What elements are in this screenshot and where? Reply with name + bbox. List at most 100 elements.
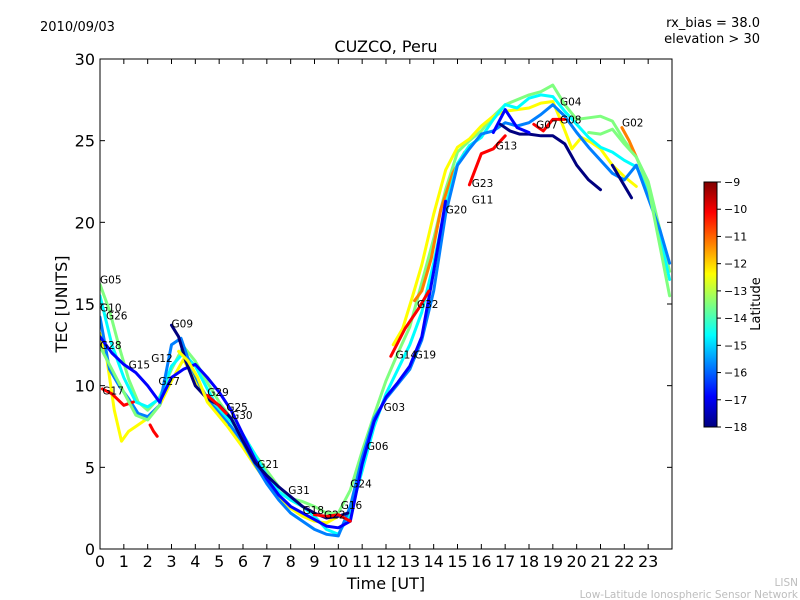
chart-title: CUZCO, Peru xyxy=(334,37,437,56)
x-tick-label: 12 xyxy=(376,552,396,571)
tec-trace-6 xyxy=(100,199,448,530)
y-tick-label: 0 xyxy=(85,540,95,559)
x-tick-label: 21 xyxy=(590,552,610,571)
y-tick-label: 25 xyxy=(75,132,95,151)
colorbar-tick-label: −13 xyxy=(724,285,747,298)
colorbar-tick-label: −12 xyxy=(724,258,747,271)
x-tick-label: 8 xyxy=(286,552,296,571)
tec-trace-12 xyxy=(389,289,431,358)
satellite-label: G22 xyxy=(324,510,346,522)
tec-trace-13 xyxy=(467,134,507,187)
satellite-label: G25 xyxy=(226,402,248,414)
satellite-label: G16 xyxy=(341,500,363,512)
colorbar: −9 −10 −11 −12 −13 −14 −15 −16 −17 −18 Latitude xyxy=(703,176,764,434)
y-tick-label: 15 xyxy=(75,295,95,314)
tec-trace-19 xyxy=(100,345,162,422)
x-tick-label: 11 xyxy=(352,552,372,571)
axis-ticks: 0 1 2 3 4 5 6 7 8 9 10 11 12 13 14 15 16 17 18 19 20 21 22 2305… xyxy=(75,50,672,571)
satellite-label: G12 xyxy=(151,353,173,365)
colorbar-tick-label: −14 xyxy=(724,312,747,325)
x-tick-label: 22 xyxy=(614,552,634,571)
satellite-label: G27 xyxy=(158,376,180,388)
satellite-label: G30 xyxy=(231,410,253,422)
satellite-label: G23 xyxy=(472,178,494,190)
satellite-label: G32 xyxy=(417,299,439,311)
tec-trace-2 xyxy=(391,100,638,347)
colorbar-tick-label: −17 xyxy=(724,394,747,407)
satellite-label: G02 xyxy=(622,118,644,130)
satellite-label: G20 xyxy=(446,204,468,216)
tec-trace-18 xyxy=(587,127,672,298)
colorbar-tick-label: −10 xyxy=(724,203,747,216)
satellite-label: G21 xyxy=(257,459,279,471)
x-axis-label: Time [UT] xyxy=(346,574,425,593)
x-tick-label: 2 xyxy=(143,552,153,571)
satellite-label: G07 xyxy=(536,119,558,131)
tec-trace-10 xyxy=(148,423,159,438)
colorbar-tick-label: −11 xyxy=(724,230,747,243)
satellite-label: G17 xyxy=(102,386,124,398)
satellite-label: G13 xyxy=(496,141,517,153)
plot-frame xyxy=(99,58,673,550)
elevation-label: elevation > 30 xyxy=(664,32,760,47)
x-tick-label: 4 xyxy=(190,552,200,571)
y-tick-label: 20 xyxy=(75,213,95,232)
colorbar-tick-label: −15 xyxy=(724,339,747,352)
satellite-label: G11 xyxy=(472,194,494,206)
satellite-label: G18 xyxy=(303,505,325,517)
x-tick-label: 7 xyxy=(262,552,272,571)
satellite-label: G31 xyxy=(288,485,310,497)
tec-trace-16 xyxy=(205,394,228,415)
satellite-label: G15 xyxy=(129,359,151,371)
tec-trace-21 xyxy=(491,108,531,134)
x-tick-label: 15 xyxy=(447,552,467,571)
rx-bias-label: rx_bias = 38.0 xyxy=(666,16,760,31)
x-tick-label: 19 xyxy=(543,552,563,571)
tec-traces xyxy=(100,83,672,538)
tec-trace-11 xyxy=(313,513,352,523)
satellite-label: G08 xyxy=(560,114,582,126)
tec-trace-20 xyxy=(177,349,228,427)
y-tick-label: 30 xyxy=(75,50,95,69)
satellite-label: G29 xyxy=(207,387,229,399)
x-tick-label: 20 xyxy=(566,552,586,571)
tec-trace-17 xyxy=(620,126,638,159)
colorbar-tick-label: −18 xyxy=(724,421,747,434)
tec-trace-4 xyxy=(100,93,672,536)
satellite-label: G26 xyxy=(106,310,128,322)
y-axis-label: TEC [UNITS] xyxy=(52,256,71,354)
x-tick-label: 23 xyxy=(638,552,658,571)
x-tick-label: 16 xyxy=(471,552,491,571)
x-tick-label: 5 xyxy=(214,552,224,571)
date-label: 2010/09/03 xyxy=(40,20,115,35)
satellite-label: G03 xyxy=(384,402,406,414)
tec-trace-8 xyxy=(498,122,602,192)
tec-trace-14 xyxy=(532,117,567,133)
x-tick-label: 6 xyxy=(238,552,248,571)
watermark-network: Low-Latitude Ionospheric Sensor Network xyxy=(580,589,799,600)
satellite-label: G19 xyxy=(415,350,437,362)
colorbar-gradient xyxy=(703,181,718,428)
x-tick-label: 10 xyxy=(328,552,348,571)
x-tick-label: 3 xyxy=(166,552,176,571)
tec-trace-9 xyxy=(610,163,633,200)
watermark-brand: LISN xyxy=(775,577,798,589)
x-tick-label: 1 xyxy=(119,552,129,571)
colorbar-tick-label: −9 xyxy=(724,176,740,189)
satellite-label: G10 xyxy=(100,302,122,314)
x-tick-label: 9 xyxy=(309,552,319,571)
x-tick-label: 18 xyxy=(519,552,539,571)
x-tick-label: 0 xyxy=(95,552,105,571)
x-tick-label: 13 xyxy=(400,552,420,571)
satellite-label: G05 xyxy=(100,275,122,287)
y-tick-label: 5 xyxy=(85,458,95,477)
y-tick-label: 10 xyxy=(75,377,95,396)
satellite-label: G09 xyxy=(172,319,194,331)
x-tick-label: 17 xyxy=(495,552,515,571)
satellite-label: G04 xyxy=(560,96,582,108)
satellite-label: G06 xyxy=(367,441,389,453)
x-tick-label: 14 xyxy=(423,552,443,571)
colorbar-ticks: −9 −10 −11 −12 −13 −14 −15 −16 −17 −18 xyxy=(717,176,747,434)
